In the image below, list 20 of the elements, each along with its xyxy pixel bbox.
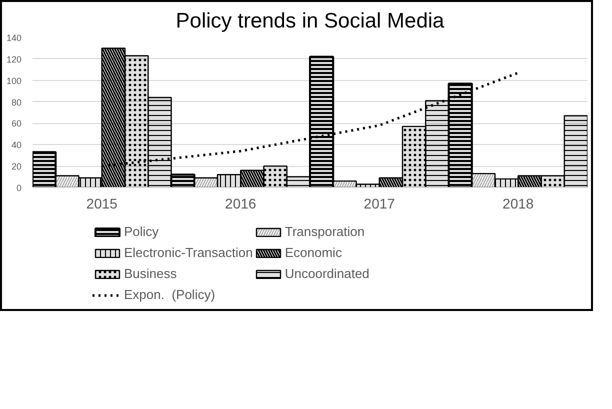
legend-label: Expon. (Policy): [124, 286, 216, 304]
y-tick-label: 20: [11, 162, 22, 172]
y-tick-label: 140: [6, 33, 22, 43]
y-tick-label: 100: [6, 76, 22, 86]
legend-label: Transporation: [284, 223, 365, 241]
legend-label: Electronic-Transaction: [124, 244, 253, 262]
x-tick-label: 2016: [225, 196, 256, 212]
legend-label: Policy: [124, 223, 159, 241]
legend-label: Uncoordinated: [284, 265, 370, 283]
legend-label: Economic: [284, 244, 342, 262]
y-tick-label: 120: [6, 54, 22, 64]
y-tick-label: 40: [11, 140, 22, 150]
y-tick-label: 80: [11, 97, 22, 108]
x-tick-label: 2015: [86, 196, 118, 212]
y-tick-label: 0: [16, 183, 22, 193]
legend-label: Business: [124, 265, 177, 283]
x-tick-label: 2018: [502, 196, 534, 212]
x-tick-label: 2017: [364, 196, 396, 212]
chart-title: Policy trends in Social Media: [176, 10, 445, 32]
y-tick-label: 60: [11, 118, 22, 129]
